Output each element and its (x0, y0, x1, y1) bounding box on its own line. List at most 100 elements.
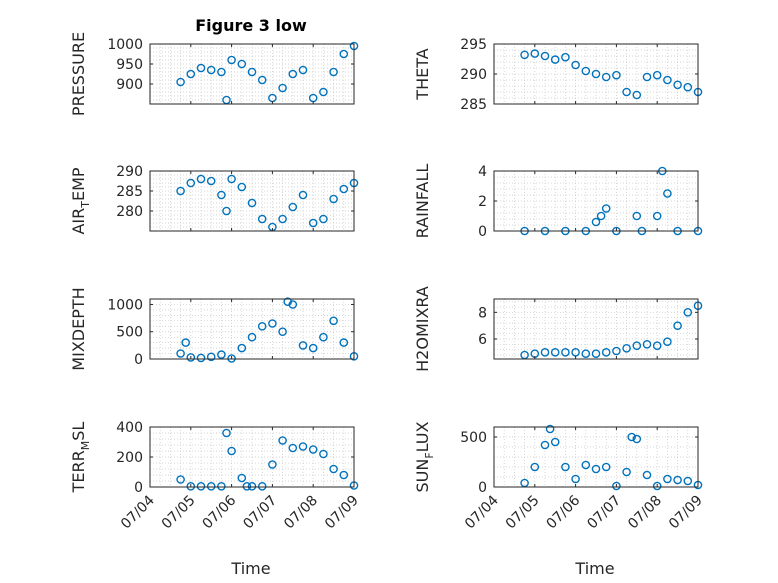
data-point (663, 474, 672, 484)
data-point (247, 198, 257, 208)
data-point (206, 352, 216, 362)
data-point (663, 75, 672, 85)
data-point (550, 437, 560, 447)
data-point (673, 321, 682, 331)
data-point (581, 66, 591, 76)
data-point (339, 49, 349, 59)
data-point (591, 464, 601, 474)
series-markers (176, 297, 359, 363)
data-point (278, 214, 287, 224)
data-point (196, 174, 206, 184)
data-point (288, 443, 298, 453)
data-point (237, 182, 247, 192)
data-point (601, 72, 611, 82)
y-tick-label: 0 (478, 480, 487, 496)
data-point (222, 428, 231, 438)
data-point (196, 63, 206, 73)
data-point (591, 349, 601, 359)
data-point (237, 343, 247, 353)
data-point (329, 464, 338, 474)
data-point (683, 307, 693, 317)
axes-box (493, 426, 699, 488)
data-point (530, 462, 540, 472)
data-point (683, 476, 693, 486)
y-tick-label: 0 (134, 480, 143, 496)
data-point (308, 218, 318, 228)
y-axis-label: H2OMIXRA (413, 286, 432, 372)
data-point (632, 341, 642, 351)
data-point (632, 90, 642, 100)
panel-pressure: 900 950 1000 PRESSURE (69, 32, 359, 116)
y-tick-label: 285 (460, 97, 487, 113)
data-point (278, 327, 287, 337)
data-point (288, 69, 298, 79)
data-point (319, 449, 328, 459)
data-point (683, 82, 693, 92)
data-point (242, 481, 252, 491)
data-point (520, 50, 529, 60)
data-point (673, 475, 682, 485)
data-point (308, 343, 318, 353)
y-tick-label: 500 (116, 325, 143, 341)
data-point (596, 211, 606, 221)
panel-rainfall: 0 2 4 RAINFALL (413, 164, 703, 240)
data-point (550, 347, 560, 357)
data-point (186, 481, 196, 491)
series-markers (520, 424, 703, 491)
data-point (278, 83, 287, 93)
data-point (217, 350, 226, 359)
data-point (308, 445, 318, 454)
data-point (540, 440, 550, 450)
y-tick-label: 285 (116, 184, 143, 200)
y-tick-label: 400 (116, 420, 143, 436)
data-point (642, 72, 652, 82)
series-markers (176, 41, 359, 105)
y-tick-label: 1000 (107, 297, 143, 313)
x-axis-label-right: Time (574, 559, 614, 578)
data-point (339, 470, 349, 480)
panel-air-temp: 280 285 290 AIRTEMP (69, 164, 359, 235)
data-point (247, 481, 257, 491)
data-point (222, 206, 231, 216)
data-point (601, 462, 611, 472)
data-point (288, 300, 298, 309)
data-point (663, 189, 672, 198)
data-point (652, 481, 662, 491)
data-point (632, 434, 642, 444)
data-point (181, 338, 190, 347)
y-axis-label: SUNFLUX (413, 421, 436, 492)
grid (493, 426, 699, 488)
data-point (206, 65, 216, 75)
x-axis-label-left: Time (230, 559, 270, 578)
y-tick-label: 0 (478, 224, 487, 240)
data-point (673, 80, 682, 90)
panel-terr-msl: 07/04 07/05 07/06 07/07 07/08 07/09 0 200 400 TER… (69, 420, 362, 532)
data-point (642, 470, 652, 480)
x-tick-label: 07/06 (544, 492, 584, 532)
data-point (652, 341, 662, 351)
y-tick-label: 8 (478, 305, 487, 321)
axes-box (149, 298, 355, 360)
data-point (652, 211, 662, 221)
data-point (591, 217, 601, 227)
y-tick-label: 950 (116, 57, 143, 73)
data-point (642, 339, 652, 349)
y-tick-label: 2 (478, 194, 487, 210)
x-tick-label: 07/08 (281, 493, 321, 533)
data-point (176, 349, 185, 358)
data-point (227, 446, 236, 456)
data-point (571, 60, 580, 70)
y-tick-label: 4 (478, 164, 487, 180)
axes-box (149, 43, 355, 105)
y-tick-label: 900 (116, 77, 143, 93)
x-tick-label: 07/05 (159, 493, 199, 533)
data-point (237, 59, 247, 69)
data-point (217, 190, 226, 200)
data-point (227, 55, 236, 65)
data-point (612, 346, 621, 356)
data-point (298, 341, 308, 350)
y-axis-label: MIXDEPTH (69, 287, 88, 370)
data-point (561, 52, 570, 62)
y-tick-label: 290 (460, 67, 487, 83)
data-point (176, 475, 185, 484)
